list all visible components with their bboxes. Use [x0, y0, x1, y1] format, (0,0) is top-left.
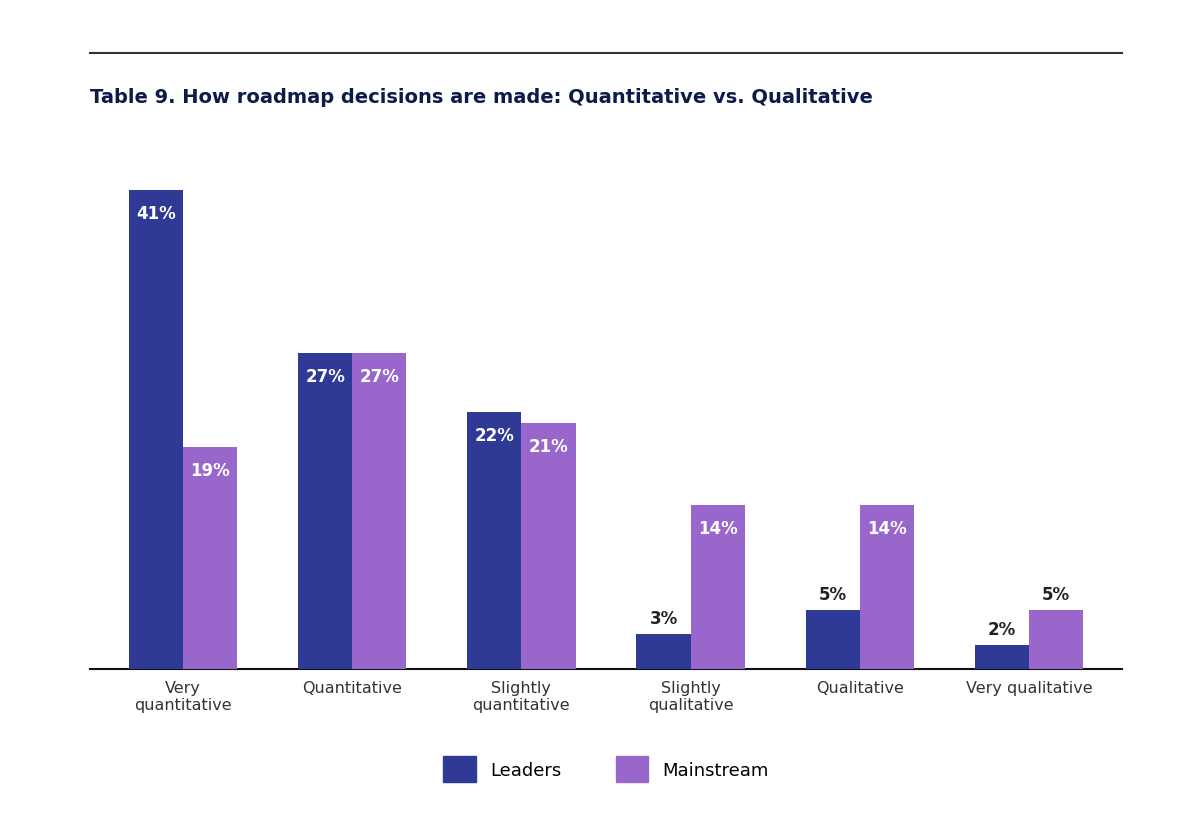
Text: 19%: 19% [191, 461, 230, 479]
Bar [128, 191, 184, 669]
Legend: Leaders, Mainstream: Leaders, Mainstream [425, 738, 787, 800]
Bar [636, 634, 690, 669]
Text: 2%: 2% [988, 620, 1016, 639]
Text: 27%: 27% [359, 368, 400, 385]
Bar [522, 424, 576, 669]
Text: 14%: 14% [866, 519, 907, 538]
Text: Table 9. How roadmap decisions are made: Quantitative vs. Qualitative: Table 9. How roadmap decisions are made:… [90, 88, 872, 107]
Bar [690, 506, 745, 669]
Bar [467, 412, 522, 669]
Text: 41%: 41% [136, 204, 176, 222]
Text: 14%: 14% [697, 519, 738, 538]
Bar [1028, 610, 1084, 669]
Text: 5%: 5% [1042, 585, 1070, 604]
Bar [298, 354, 353, 669]
Bar [805, 610, 859, 669]
Bar [353, 354, 407, 669]
Text: 21%: 21% [529, 438, 569, 456]
Text: 22%: 22% [474, 426, 515, 444]
Text: 5%: 5% [818, 585, 847, 604]
Bar [184, 447, 238, 669]
Text: 27%: 27% [305, 368, 346, 385]
Text: 3%: 3% [649, 609, 678, 627]
Bar [859, 506, 914, 669]
Bar [974, 645, 1028, 669]
